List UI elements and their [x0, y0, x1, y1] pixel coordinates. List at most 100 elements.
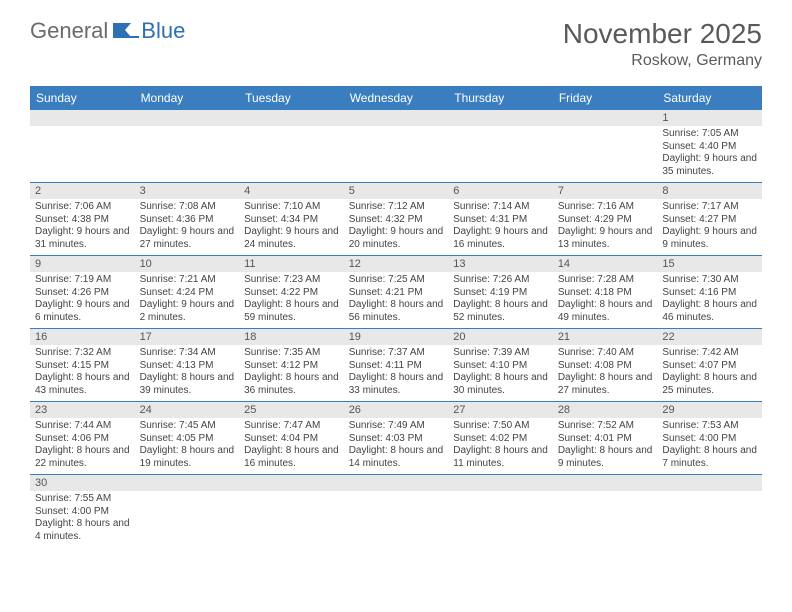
- sunrise-text: Sunrise: 7:49 AM: [349, 420, 444, 433]
- sunrise-text: Sunrise: 7:08 AM: [140, 201, 235, 214]
- sunrise-text: Sunrise: 7:53 AM: [662, 420, 757, 433]
- empty-day-bar: [30, 110, 135, 126]
- day-details: Sunrise: 7:14 AMSunset: 4:31 PMDaylight:…: [448, 199, 553, 255]
- day-details: Sunrise: 7:35 AMSunset: 4:12 PMDaylight:…: [239, 345, 344, 401]
- daylight-text: Daylight: 9 hours and 2 minutes.: [140, 299, 235, 324]
- location: Roskow, Germany: [563, 52, 762, 70]
- header: General Blue November 2025 Roskow, Germa…: [0, 0, 792, 78]
- day-details: Sunrise: 7:50 AMSunset: 4:02 PMDaylight:…: [448, 418, 553, 474]
- daylight-text: Daylight: 8 hours and 19 minutes.: [140, 445, 235, 470]
- sunset-text: Sunset: 4:24 PM: [140, 287, 235, 300]
- day-cell: [344, 475, 449, 548]
- daylight-text: Daylight: 9 hours and 31 minutes.: [35, 226, 130, 251]
- day-details: Sunrise: 7:49 AMSunset: 4:03 PMDaylight:…: [344, 418, 449, 474]
- empty-day-bar: [344, 110, 449, 126]
- day-number: 9: [30, 256, 135, 272]
- day-number: 7: [553, 183, 658, 199]
- daylight-text: Daylight: 8 hours and 59 minutes.: [244, 299, 339, 324]
- empty-day-bar: [135, 475, 240, 491]
- empty-day-bar: [239, 110, 344, 126]
- daylight-text: Daylight: 9 hours and 20 minutes.: [349, 226, 444, 251]
- sunset-text: Sunset: 4:26 PM: [35, 287, 130, 300]
- sunrise-text: Sunrise: 7:14 AM: [453, 201, 548, 214]
- daylight-text: Daylight: 8 hours and 4 minutes.: [35, 518, 130, 543]
- sunset-text: Sunset: 4:19 PM: [453, 287, 548, 300]
- day-cell: 5Sunrise: 7:12 AMSunset: 4:32 PMDaylight…: [344, 183, 449, 256]
- day-details: Sunrise: 7:37 AMSunset: 4:11 PMDaylight:…: [344, 345, 449, 401]
- sunset-text: Sunset: 4:10 PM: [453, 360, 548, 373]
- sunset-text: Sunset: 4:02 PM: [453, 433, 548, 446]
- flag-icon: [113, 20, 139, 43]
- day-number: 24: [135, 402, 240, 418]
- sunrise-text: Sunrise: 7:05 AM: [662, 128, 757, 141]
- day-header: Thursday: [448, 86, 553, 110]
- empty-day-bar: [344, 475, 449, 491]
- daylight-text: Daylight: 9 hours and 6 minutes.: [35, 299, 130, 324]
- logo-text-blue: Blue: [141, 18, 185, 44]
- sunrise-text: Sunrise: 7:50 AM: [453, 420, 548, 433]
- day-cell: 23Sunrise: 7:44 AMSunset: 4:06 PMDayligh…: [30, 402, 135, 475]
- day-header: Tuesday: [239, 86, 344, 110]
- day-number: 10: [135, 256, 240, 272]
- sunset-text: Sunset: 4:21 PM: [349, 287, 444, 300]
- empty-day-bar: [239, 475, 344, 491]
- week-row: 1Sunrise: 7:05 AMSunset: 4:40 PMDaylight…: [30, 110, 762, 183]
- day-number: 26: [344, 402, 449, 418]
- empty-day-bar: [448, 110, 553, 126]
- day-details: Sunrise: 7:30 AMSunset: 4:16 PMDaylight:…: [657, 272, 762, 328]
- daylight-text: Daylight: 8 hours and 52 minutes.: [453, 299, 548, 324]
- day-details: Sunrise: 7:55 AMSunset: 4:00 PMDaylight:…: [30, 491, 135, 547]
- day-cell: 26Sunrise: 7:49 AMSunset: 4:03 PMDayligh…: [344, 402, 449, 475]
- sunrise-text: Sunrise: 7:26 AM: [453, 274, 548, 287]
- day-cell: 12Sunrise: 7:25 AMSunset: 4:21 PMDayligh…: [344, 256, 449, 329]
- day-cell: [448, 110, 553, 183]
- sunrise-text: Sunrise: 7:28 AM: [558, 274, 653, 287]
- daylight-text: Daylight: 8 hours and 33 minutes.: [349, 372, 444, 397]
- day-cell: [344, 110, 449, 183]
- day-cell: 13 Sunrise: 7:26 AMSunset: 4:19 PMDayligh…: [448, 256, 553, 329]
- sunset-text: Sunset: 4:32 PM: [349, 214, 444, 227]
- day-number: 28: [553, 402, 658, 418]
- day-number: 3: [135, 183, 240, 199]
- day-cell: 21Sunrise: 7:40 AMSunset: 4:08 PMDayligh…: [553, 329, 658, 402]
- day-number: 15: [657, 256, 762, 272]
- daylight-text: Daylight: 9 hours and 9 minutes.: [662, 226, 757, 251]
- daylight-text: Daylight: 8 hours and 9 minutes.: [558, 445, 653, 470]
- daylight-text: Daylight: 8 hours and 36 minutes.: [244, 372, 339, 397]
- daylight-text: Daylight: 9 hours and 16 minutes.: [453, 226, 548, 251]
- empty-day-bar: [657, 475, 762, 491]
- sunset-text: Sunset: 4:04 PM: [244, 433, 339, 446]
- logo-text-general: General: [30, 18, 108, 44]
- day-details: Sunrise: 7:34 AMSunset: 4:13 PMDaylight:…: [135, 345, 240, 401]
- day-number: 13: [448, 256, 553, 272]
- day-number: 12: [344, 256, 449, 272]
- sunset-text: Sunset: 4:36 PM: [140, 214, 235, 227]
- daylight-text: Daylight: 8 hours and 43 minutes.: [35, 372, 130, 397]
- day-number: 29: [657, 402, 762, 418]
- week-row: 16Sunrise: 7:32 AMSunset: 4:15 PMDayligh…: [30, 329, 762, 402]
- calendar-table: SundayMondayTuesdayWednesdayThursdayFrid…: [30, 86, 762, 547]
- sunrise-text: Sunrise: 7:45 AM: [140, 420, 235, 433]
- day-number: 20: [448, 329, 553, 345]
- sunrise-text: Sunrise: 7:19 AM: [35, 274, 130, 287]
- day-number: 30: [30, 475, 135, 491]
- sunset-text: Sunset: 4:15 PM: [35, 360, 130, 373]
- day-header-row: SundayMondayTuesdayWednesdayThursdayFrid…: [30, 86, 762, 110]
- day-cell: [135, 110, 240, 183]
- daylight-text: Daylight: 8 hours and 25 minutes.: [662, 372, 757, 397]
- sunset-text: Sunset: 4:27 PM: [662, 214, 757, 227]
- day-cell: 19Sunrise: 7:37 AMSunset: 4:11 PMDayligh…: [344, 329, 449, 402]
- sunrise-text: Sunrise: 7:06 AM: [35, 201, 130, 214]
- title-block: November 2025 Roskow, Germany: [563, 18, 762, 70]
- day-details: Sunrise: 7:25 AMSunset: 4:21 PMDaylight:…: [344, 272, 449, 328]
- day-cell: 1Sunrise: 7:05 AMSunset: 4:40 PMDaylight…: [657, 110, 762, 183]
- sunset-text: Sunset: 4:00 PM: [662, 433, 757, 446]
- day-number: 2: [30, 183, 135, 199]
- sunrise-text: Sunrise: 7:30 AM: [662, 274, 757, 287]
- empty-day-bar: [135, 110, 240, 126]
- day-cell: 15Sunrise: 7:30 AMSunset: 4:16 PMDayligh…: [657, 256, 762, 329]
- sunset-text: Sunset: 4:03 PM: [349, 433, 444, 446]
- day-details: Sunrise: 7:42 AMSunset: 4:07 PMDaylight:…: [657, 345, 762, 401]
- sunset-text: Sunset: 4:16 PM: [662, 287, 757, 300]
- sunrise-text: Sunrise: 7:39 AM: [453, 347, 548, 360]
